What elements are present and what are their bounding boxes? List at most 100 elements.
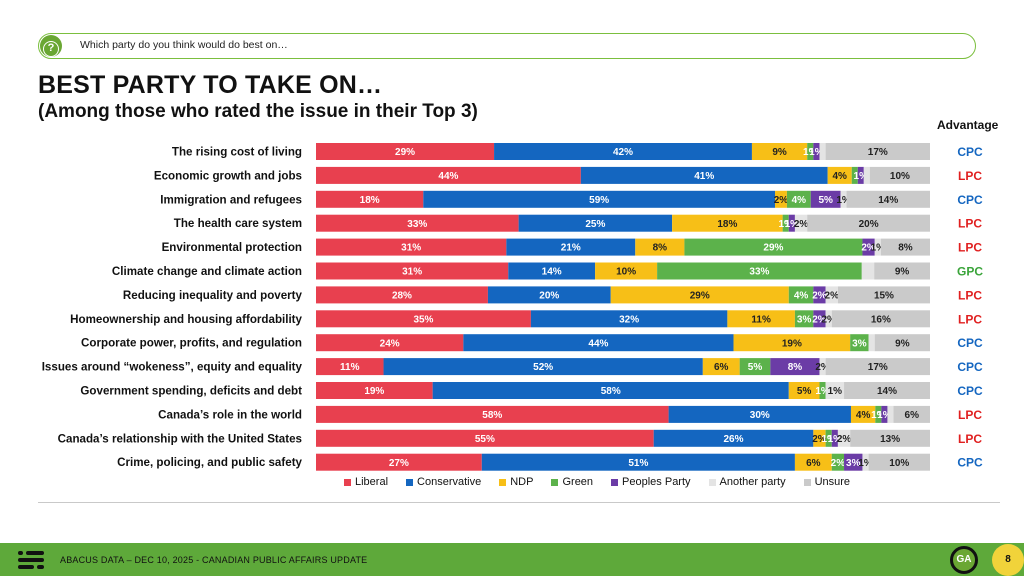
bar-segment-liberal (316, 143, 495, 160)
data-label: 6% (806, 458, 821, 469)
data-label: 6% (714, 362, 729, 373)
data-label: 1% (828, 434, 843, 445)
legend-swatch (611, 478, 619, 486)
data-label: 4% (792, 195, 807, 206)
advantage-header: Advantage (937, 118, 999, 132)
data-label: 2% (774, 195, 789, 206)
page-number: 8 (992, 544, 1024, 576)
bar-segment-liberal (316, 190, 424, 208)
bar-segment-peoples-party (844, 453, 863, 471)
data-label: 31% (401, 243, 421, 254)
legend-swatch (551, 478, 559, 486)
category-label: Immigration and refugees (160, 193, 302, 206)
bar-segment-green (739, 358, 771, 376)
bar-segment-unsure (868, 453, 930, 471)
data-label: 2% (831, 458, 846, 469)
bar-segment-ndp (733, 334, 851, 352)
data-label: 5% (818, 195, 833, 206)
bar-segment-conservative (580, 166, 828, 184)
legend-label: Green (562, 476, 594, 488)
data-label: 3% (852, 338, 867, 349)
advantage-label: LPC (958, 432, 982, 446)
data-label: 9% (772, 147, 787, 158)
data-label: 2% (812, 434, 827, 445)
data-label: 28% (392, 291, 412, 302)
data-label: 10% (890, 171, 910, 182)
data-label: 55% (475, 434, 495, 445)
bar-segment-another-party (819, 143, 826, 160)
bar-segment-another-party (862, 453, 869, 471)
data-label: 21% (561, 243, 581, 254)
data-label: 1% (858, 458, 873, 469)
bar-segment-green (851, 166, 858, 184)
advantage-label: LPC (958, 312, 982, 326)
bar-segment-green (794, 310, 814, 328)
bar-segment-another-party (863, 166, 870, 184)
legend-label: Conservative (417, 476, 482, 488)
data-label: 16% (871, 314, 891, 325)
bar-segment-ndp (775, 190, 787, 208)
bar-segment-unsure (837, 286, 930, 304)
data-label: 15% (874, 291, 894, 302)
bar-segment-unsure (831, 310, 930, 328)
data-label: 14% (877, 386, 897, 397)
bar-segment-unsure (874, 262, 930, 280)
bar-segment-liberal (316, 453, 482, 471)
legend-item: Peoples Party (611, 476, 691, 488)
advantage-label: LPC (958, 217, 982, 231)
data-label: 59% (589, 195, 609, 206)
data-label: 1% (809, 147, 824, 158)
data-label: 1% (785, 219, 800, 230)
data-label: 2% (825, 291, 840, 302)
data-label: 14% (878, 195, 898, 206)
legend-item: Another party (708, 476, 786, 488)
category-label: Issues around “wokeness”, equity and equ… (42, 361, 303, 374)
data-label: 1% (778, 219, 793, 230)
legend-swatch (344, 478, 351, 486)
bar-segment-peoples-party (813, 310, 826, 328)
data-label: 2% (861, 243, 876, 254)
data-label: 30% (750, 410, 770, 421)
bar-segment-green (850, 334, 869, 352)
data-label: 4% (832, 171, 847, 182)
data-label: 19% (782, 338, 802, 349)
bar-segment-another-party (861, 262, 875, 280)
advantage-label: CPC (957, 193, 983, 207)
bar-segment-conservative (423, 190, 776, 208)
bar-segment-green (825, 429, 832, 447)
bar-segment-another-party (794, 214, 808, 232)
bar-segment-another-party (840, 190, 847, 208)
bar-segment-liberal (316, 334, 464, 352)
bar-segment-unsure (850, 429, 930, 447)
page-title: BEST PARTY TO TAKE ON… (38, 71, 383, 99)
data-label: 19% (364, 386, 384, 397)
data-label: 41% (694, 171, 714, 182)
bar-segment-another-party (837, 429, 851, 447)
bar-segment-unsure (893, 405, 930, 423)
data-label: 58% (482, 410, 502, 421)
bar-segment-peoples-party (857, 166, 864, 184)
footer-divider (38, 502, 1000, 503)
advantage-label: CPC (957, 384, 983, 398)
bar-segment-unsure (807, 214, 930, 232)
data-label: 6% (905, 410, 920, 421)
data-label: 11% (751, 314, 771, 325)
data-label: 9% (895, 338, 910, 349)
bar-segment-ndp (788, 382, 820, 399)
legend-item: Green (551, 476, 593, 488)
legend-label: Unsure (814, 476, 851, 488)
bar-segment-ndp (635, 238, 685, 256)
bar-segment-peoples-party (813, 286, 826, 304)
advantage-label: CPC (957, 360, 983, 374)
bar-segment-liberal (316, 310, 531, 328)
data-label: 8% (653, 243, 668, 254)
data-label: 31% (402, 267, 422, 278)
data-label: 33% (407, 219, 427, 230)
bar-segment-ndp (813, 429, 826, 447)
bar-segment-conservative (508, 262, 596, 280)
advantage-label: CPC (957, 456, 983, 470)
bar-segment-liberal (316, 405, 669, 423)
bar-segment-peoples-party (813, 143, 820, 160)
bar-segment-peoples-party (810, 190, 841, 208)
data-label: 1% (871, 410, 886, 421)
